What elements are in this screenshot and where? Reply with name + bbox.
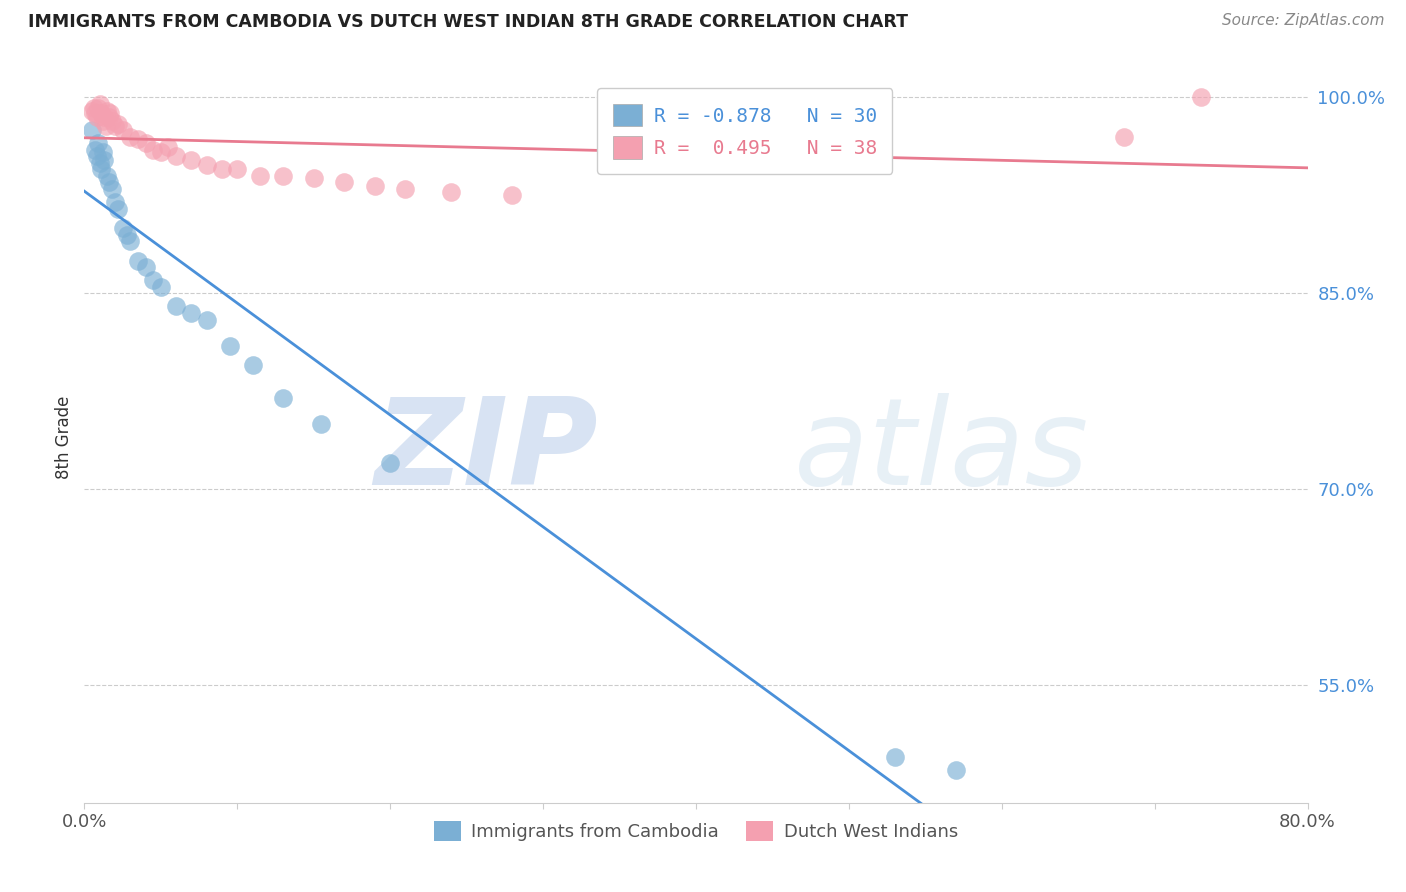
Point [107, 117, 129, 131]
Point [111, 123, 134, 137]
Point [883, 750, 905, 764]
Point [271, 169, 294, 183]
Point [165, 149, 187, 163]
Point [127, 253, 149, 268]
Point [502, 188, 524, 202]
Point [364, 179, 387, 194]
Point [89, 156, 111, 170]
Point [90, 162, 112, 177]
Point [104, 194, 127, 209]
Point [84, 106, 107, 120]
Point [97, 175, 120, 189]
Point [1189, 90, 1212, 104]
Point [180, 153, 202, 168]
Point [195, 312, 218, 326]
Text: IMMIGRANTS FROM CAMBODIA VS DUTCH WEST INDIAN 8TH GRADE CORRELATION CHART: IMMIGRANTS FROM CAMBODIA VS DUTCH WEST I… [28, 13, 908, 31]
Point [91, 114, 114, 128]
Point [101, 182, 124, 196]
Point [90, 106, 112, 120]
Point [93, 153, 115, 168]
Point [86, 149, 108, 163]
Point [120, 234, 142, 248]
Point [180, 306, 202, 320]
Point [380, 456, 402, 470]
Point [96, 103, 118, 118]
Point [93, 110, 115, 124]
Point [127, 132, 149, 146]
Y-axis label: 8th Grade: 8th Grade [55, 395, 73, 479]
Point [98, 106, 121, 120]
Point [394, 182, 416, 196]
Point [142, 273, 165, 287]
Point [149, 145, 172, 160]
Point [97, 110, 120, 124]
Point [135, 260, 157, 275]
Point [94, 120, 117, 134]
Text: atlas: atlas [794, 393, 1090, 510]
Point [157, 140, 180, 154]
Point [165, 300, 187, 314]
Point [1114, 129, 1136, 144]
Point [440, 185, 463, 199]
Point [84, 143, 107, 157]
Point [333, 175, 356, 189]
Point [107, 202, 129, 216]
Point [249, 169, 271, 183]
Point [87, 136, 110, 151]
Text: ZIP: ZIP [374, 393, 598, 510]
Point [87, 101, 110, 115]
Point [271, 391, 294, 405]
Point [120, 129, 142, 144]
Point [91, 145, 114, 160]
Legend: Immigrants from Cambodia, Dutch West Indians: Immigrants from Cambodia, Dutch West Ind… [426, 814, 966, 848]
Point [195, 158, 218, 172]
Point [101, 114, 124, 128]
Point [104, 120, 127, 134]
Point [111, 221, 134, 235]
Text: Source: ZipAtlas.com: Source: ZipAtlas.com [1222, 13, 1385, 29]
Point [142, 143, 165, 157]
Point [211, 162, 233, 177]
Point [302, 171, 325, 186]
Point [89, 97, 111, 112]
Point [86, 110, 108, 124]
Point [135, 136, 157, 151]
Point [96, 169, 118, 183]
Point [149, 280, 172, 294]
Point [242, 358, 264, 372]
Point [80, 103, 103, 118]
Point [945, 763, 967, 777]
Point [311, 417, 333, 431]
Point [115, 227, 138, 242]
Point [83, 101, 105, 115]
Point [218, 339, 240, 353]
Point [226, 162, 249, 177]
Point [80, 123, 103, 137]
